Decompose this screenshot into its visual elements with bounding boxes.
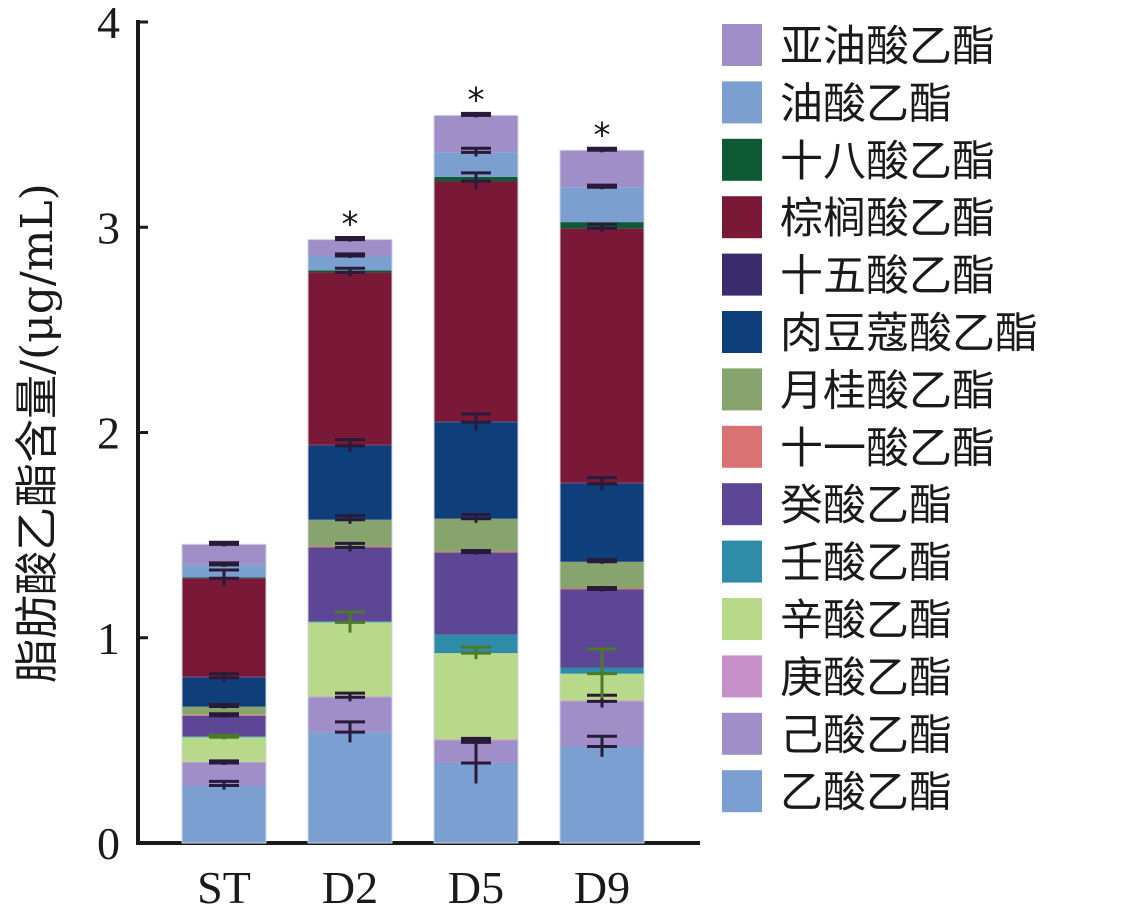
legend-swatch (722, 483, 762, 526)
bar-segment (182, 544, 266, 565)
legend: 亚油酸乙酯油酸乙酯十八酸乙酯棕榈酸乙酯十五酸乙酯肉豆蔻酸乙酯月桂酸乙酯十一酸乙酯… (722, 22, 1038, 818)
bar-segment (182, 715, 266, 737)
y-tick-label: 3 (97, 202, 120, 253)
legend-swatch (722, 655, 762, 698)
legend-swatch (722, 311, 762, 353)
bar-segment (182, 785, 266, 843)
x-tick-label: D5 (448, 862, 504, 908)
legend-swatch (722, 81, 762, 124)
y-tick-label: 2 (97, 408, 120, 459)
bars-group (181, 114, 645, 844)
legend-label: 十八酸乙酯 (780, 137, 995, 187)
legend-swatch (722, 138, 762, 181)
bar-segment (308, 445, 392, 520)
legend-swatch (722, 24, 762, 66)
legend-label: 亚油酸乙酯 (780, 22, 995, 72)
legend-label: 月桂酸乙酯 (780, 366, 995, 416)
bar-segment (182, 706, 266, 715)
significance-markers: * * * (342, 80, 611, 244)
bar-segment (308, 239, 392, 256)
y-tick-label: 0 (97, 818, 120, 869)
bar-segment (434, 115, 518, 153)
legend-swatch (722, 196, 762, 239)
bar-segment (560, 150, 644, 188)
legend-label: 乙酸乙酯 (780, 768, 952, 818)
bar-segment (182, 578, 266, 677)
x-tick-label: ST (197, 862, 251, 908)
legend-label: 油酸乙酯 (780, 79, 952, 129)
bar-segment (182, 737, 266, 762)
legend-label: 辛酸乙酯 (780, 596, 952, 646)
bar-segment (308, 622, 392, 697)
bar-segment (434, 653, 518, 740)
bar-segment (434, 552, 518, 635)
legend-label: 庚酸乙酯 (780, 653, 952, 703)
bar-segment (308, 547, 392, 622)
bar-segment (434, 634, 518, 654)
bar-segment (560, 228, 644, 483)
significance-star: * (594, 115, 611, 155)
y-tick-label: 4 (97, 0, 120, 48)
significance-star: * (468, 80, 485, 120)
bar-segment (560, 483, 644, 562)
legend-swatch (722, 598, 762, 640)
legend-swatch (722, 770, 762, 813)
bar-segment (560, 561, 644, 589)
x-tick-label: D2 (322, 862, 378, 908)
legend-swatch (722, 540, 762, 583)
bar-segment (308, 272, 392, 445)
bar-segment (308, 255, 392, 271)
legend-swatch (722, 425, 762, 468)
bar-segment (308, 732, 392, 843)
legend-label: 肉豆蔻酸乙酯 (780, 309, 1038, 359)
y-tick-label: 1 (97, 613, 120, 664)
legend-label: 十五酸乙酯 (780, 252, 995, 302)
bar-segment (182, 677, 266, 707)
legend-label: 壬酸乙酯 (780, 539, 952, 589)
legend-swatch (722, 368, 762, 411)
y-axis-title: 脂肪酸乙酯含量/(μg/mL) (12, 183, 63, 683)
error-bars-group (209, 111, 617, 790)
bar-segment (560, 746, 644, 843)
legend-label: 十一酸乙酯 (780, 424, 995, 474)
bar-segment (560, 187, 644, 223)
bar-segment (182, 762, 266, 786)
legend-label: 癸酸乙酯 (780, 481, 952, 531)
x-tick-label: D9 (574, 862, 630, 908)
legend-label: 棕榈酸乙酯 (780, 194, 995, 244)
legend-label: 己酸乙酯 (780, 711, 952, 761)
significance-star: * (342, 205, 359, 245)
bar-segment (434, 518, 518, 552)
legend-swatch (722, 253, 762, 296)
bar-segment (434, 422, 518, 519)
bar-segment (434, 181, 518, 422)
legend-swatch (722, 712, 762, 755)
